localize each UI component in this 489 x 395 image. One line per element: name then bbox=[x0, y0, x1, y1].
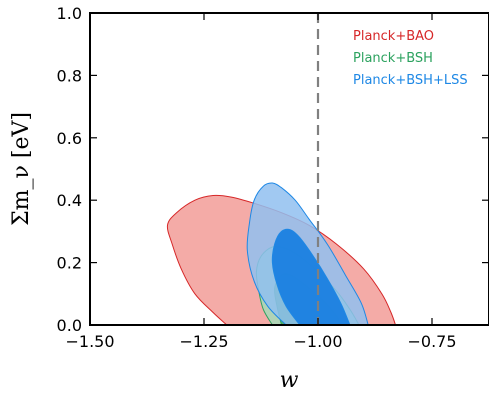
x-axis: −1.50 −1.25 −1.00 −0.75 bbox=[65, 13, 457, 351]
x-tick-label: −1.50 bbox=[65, 332, 114, 351]
legend: Planck+BAO Planck+BSH Planck+BSH+LSS bbox=[353, 29, 468, 88]
y-tick-label: 1.0 bbox=[57, 4, 82, 23]
y-tick-label: 0.0 bbox=[57, 316, 82, 335]
x-tick-label: −0.75 bbox=[407, 332, 456, 351]
contour-planck-bsh-lss-inner bbox=[271, 228, 351, 325]
y-axis-label: Σm_ν [eV] bbox=[9, 112, 34, 226]
y-tick-label: 0.8 bbox=[57, 66, 82, 85]
y-tick-label: 0.2 bbox=[57, 254, 82, 273]
y-tick-label: 0.4 bbox=[57, 191, 82, 210]
plot-frame bbox=[89, 12, 489, 326]
contour-regions bbox=[166, 182, 397, 325]
y-tick-label: 0.6 bbox=[57, 129, 82, 148]
svg-text:Σm_ν [eV]: Σm_ν [eV] bbox=[9, 112, 34, 226]
legend-entry: Planck+BAO bbox=[353, 29, 434, 44]
x-tick-label: −1.25 bbox=[179, 332, 228, 351]
x-tick-label: −1.00 bbox=[293, 332, 342, 351]
legend-entry: Planck+BSH+LSS bbox=[353, 73, 468, 88]
legend-entry: Planck+BSH bbox=[353, 51, 433, 66]
x-axis-label: w bbox=[280, 368, 299, 393]
y-axis: 0.0 0.2 0.4 0.6 0.8 1.0 bbox=[57, 4, 489, 335]
